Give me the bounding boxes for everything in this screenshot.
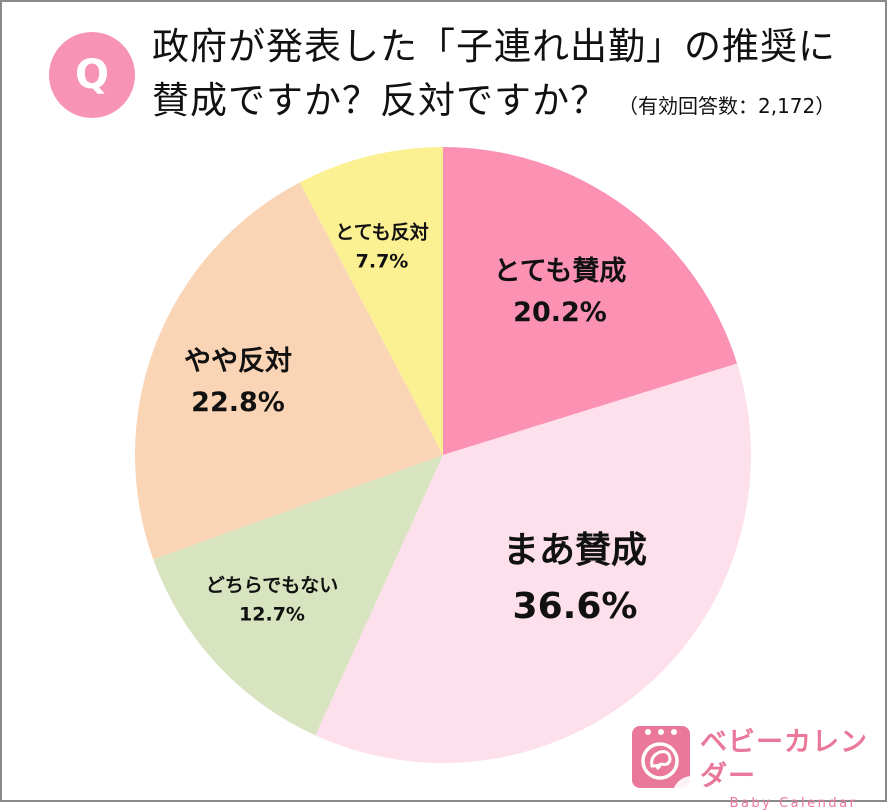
slice-label-somewhat-agree: まあ賛成 36.6% (503, 522, 647, 634)
title-line-2: 賛成ですか？反対ですか？ （有効回答数：2,172） (152, 74, 836, 133)
slice-label-somewhat-disagree: やや反対 22.8% (184, 340, 292, 424)
slice-percentage: 22.8% (191, 387, 285, 419)
slice-percentage: 7.7% (355, 250, 409, 273)
pie-slice-neutral (153, 455, 443, 736)
slice-label-very-disagree: とても反対 7.7% (335, 218, 428, 277)
chart-title: 政府が発表した「子連れ出勤」の推奨に 賛成ですか？反対ですか？ （有効回答数：2,… (152, 20, 836, 133)
slice-percentage: 20.2% (513, 297, 607, 329)
respondent-count: （有効回答数：2,172） (618, 94, 836, 118)
slice-percentage: 36.6% (512, 585, 638, 627)
question-badge-letter: Q (74, 52, 109, 98)
question-badge: Q (49, 32, 135, 118)
pie-slice-very-disagree (299, 147, 443, 455)
slice-category: とても賛成 (493, 256, 627, 288)
slice-category: やや反対 (184, 346, 292, 378)
title-line-1: 政府が発表した「子連れ出勤」の推奨に (152, 25, 836, 68)
baby-calendar-logo: ベビーカレンダー Baby Calendar (632, 726, 887, 811)
slice-category: とても反対 (335, 221, 429, 244)
calendar-baby-icon (632, 726, 690, 788)
slice-label-very-agree: とても賛成 20.2% (494, 250, 627, 334)
slice-category: まあ賛成 (502, 530, 648, 572)
logo-text: ベビーカレンダー Baby Calendar (700, 726, 887, 811)
logo-english: Baby Calendar (729, 796, 858, 811)
pie-slice-very-agree (443, 147, 738, 455)
pie-slice-somewhat-agree (315, 363, 751, 763)
title-line-2-text: 賛成ですか？反対ですか？ (152, 79, 608, 122)
pie-slice-somewhat-disagree (134, 182, 443, 560)
logo-japanese: ベビーカレンダー (700, 727, 868, 792)
slice-category: どちらでもない (205, 574, 339, 597)
slice-label-neutral: どちらでもない 12.7% (206, 571, 338, 630)
slice-percentage: 12.7% (239, 603, 305, 626)
